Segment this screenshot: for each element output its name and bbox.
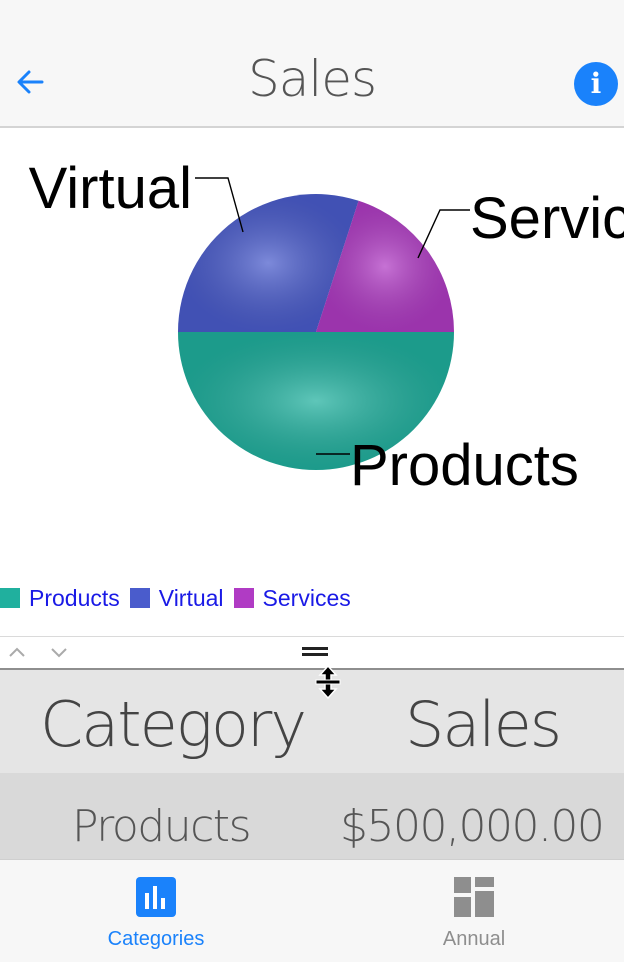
column-header-sales: Sales (405, 688, 562, 761)
arrow-left-icon (17, 70, 44, 94)
dashboard-icon (454, 877, 494, 917)
legend-label: Services (262, 584, 351, 611)
tab-label-categories: Categories (107, 928, 205, 950)
tab-label-annual: Annual (442, 928, 506, 950)
legend-swatch (0, 588, 20, 608)
legend-label: Virtual (158, 584, 224, 611)
pie-slice-shading (316, 200, 454, 332)
splitter-bar[interactable] (0, 636, 624, 670)
sales-cell: $500,000.00 (340, 801, 605, 852)
chart-legend: Products Virtual Services (0, 583, 361, 613)
tab-annual[interactable]: Annual (318, 860, 624, 962)
column-header-category: Category (40, 688, 307, 761)
resize-vertical-cursor-icon (315, 664, 341, 700)
legend-item-services[interactable]: Services (233, 584, 351, 612)
pie-chart: Products Virtual Servic (0, 130, 624, 635)
info-button[interactable]: i (574, 62, 618, 106)
pie-slice-shading (178, 332, 454, 470)
bar-chart-icon (136, 877, 176, 917)
chevron-up-icon[interactable] (6, 643, 28, 661)
pie-slice-shading (178, 194, 359, 332)
info-icon: i (590, 67, 602, 100)
slice-label-products: Products (350, 433, 579, 498)
legend-item-products[interactable]: Products (0, 585, 120, 612)
table-row[interactable]: Products $500,000.00 (0, 773, 624, 859)
grip-handle-icon[interactable] (302, 647, 328, 657)
legend-swatch (129, 588, 150, 608)
leader-line-services (417, 209, 470, 259)
legend-item-virtual[interactable]: Virtual (129, 584, 224, 612)
chevron-down-icon[interactable] (48, 643, 70, 661)
status-bar-space (0, 0, 624, 40)
back-button[interactable] (10, 62, 50, 102)
tab-bar: Categories Annual (0, 859, 624, 962)
table-header: Category Sales (0, 670, 624, 773)
legend-label: Products (29, 584, 120, 611)
legend-swatch (233, 588, 254, 608)
slice-label-services: Servic (470, 186, 624, 251)
slice-label-virtual: Virtual (29, 156, 192, 221)
tab-categories[interactable]: Categories (0, 860, 312, 962)
navigation-bar: Sales i (0, 40, 624, 128)
leader-line-virtual (195, 177, 244, 233)
category-cell: Products (72, 801, 252, 852)
page-title: Sales (247, 50, 377, 108)
pie-chart-svg: Products Virtual Servic (29, 156, 624, 498)
